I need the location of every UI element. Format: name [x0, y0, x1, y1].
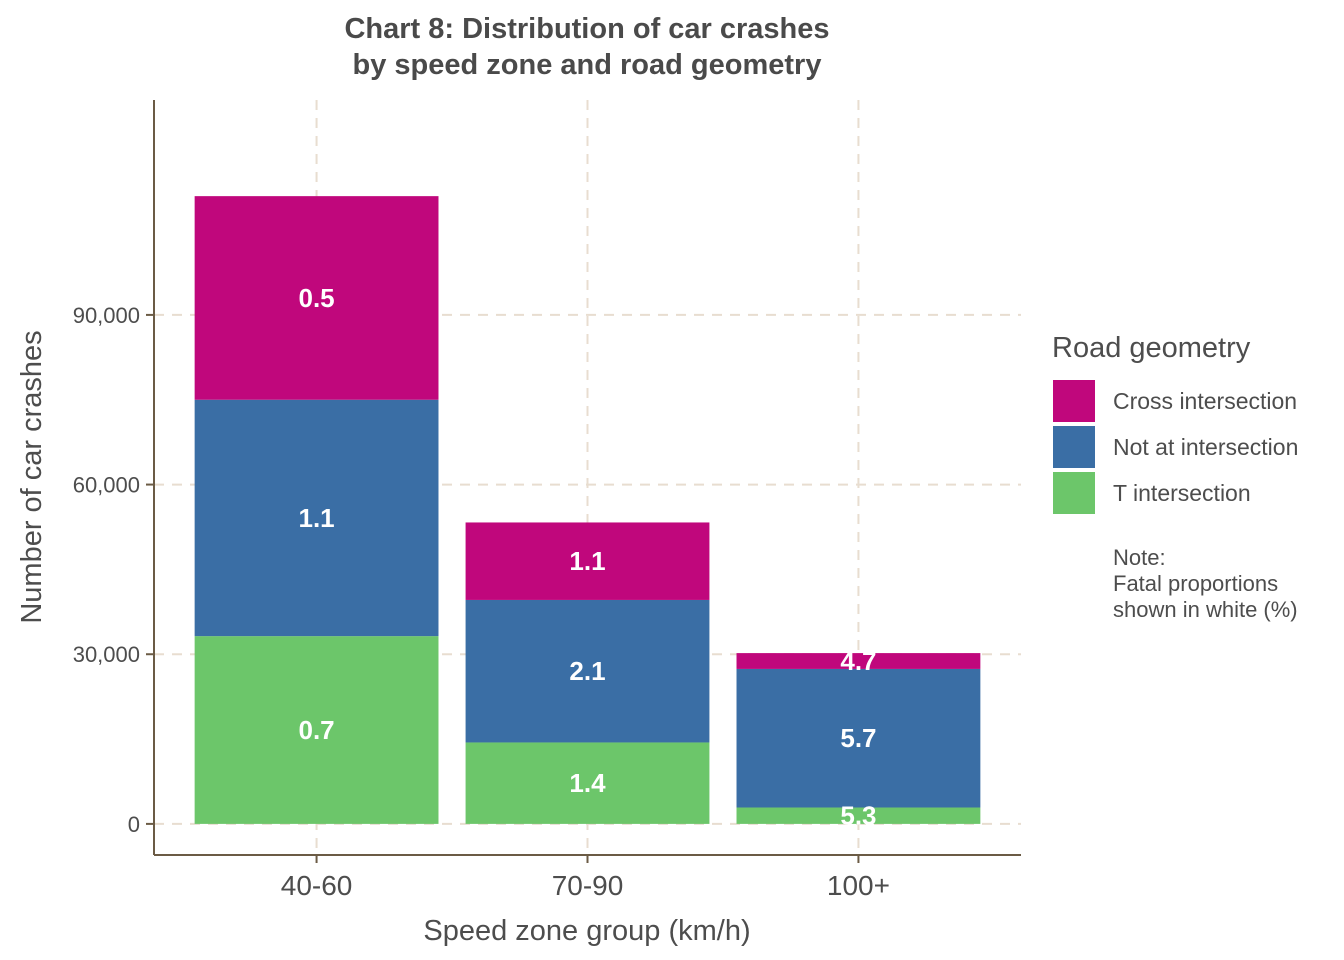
x-axis-title: Speed zone group (km/h) — [423, 915, 750, 947]
x-axis-ticks: 40-60 70-90 100+ — [281, 855, 890, 901]
bar-70-90-segment-1 — [465, 599, 710, 743]
y-tick-label-1: 30,000 — [73, 642, 140, 667]
bar-70-90-segment-2 — [465, 522, 710, 600]
y-axis-title: Number of car crashes — [16, 330, 48, 623]
bar-100+-segment-1 — [736, 668, 981, 808]
bar-label-40-60-segment-0: 0.7 — [298, 715, 334, 745]
bar-label-70-90-segment-1: 2.1 — [569, 656, 605, 686]
bar-label-100+-segment-0: 5.3 — [840, 801, 876, 831]
legend-note-line-3: shown in white (%) — [1113, 597, 1298, 622]
legend-swatch-1 — [1053, 426, 1095, 468]
legend: Road geometry Cross intersection Not at i… — [1052, 332, 1298, 622]
x-tick-label-0: 40-60 — [281, 870, 353, 901]
legend-note-line-2: Fatal proportions — [1113, 571, 1278, 596]
y-tick-label-0: 0 — [128, 812, 140, 837]
chart-title-line-1: Chart 8: Distribution of car crashes — [344, 13, 829, 45]
bar-100+-segment-2 — [736, 653, 981, 669]
legend-swatch-0 — [1053, 380, 1095, 422]
bar-label-70-90-segment-0: 1.4 — [569, 768, 606, 798]
bar-label-40-60-segment-1: 1.1 — [298, 503, 334, 533]
bars — [194, 196, 981, 824]
bar-labels: 0.7 1.1 0.5 1.4 2.1 1.1 5.3 5.7 4.7 — [298, 283, 876, 831]
legend-label-2: T intersection — [1113, 480, 1251, 506]
bar-40-60-segment-2 — [194, 196, 439, 400]
bar-70-90-segment-0 — [465, 742, 710, 824]
legend-title: Road geometry — [1052, 332, 1251, 364]
legend-label-1: Not at intersection — [1113, 434, 1298, 460]
x-tick-label-2: 100+ — [827, 870, 890, 901]
legend-note-line-1: Note: — [1113, 545, 1166, 570]
chart-title-line-2: by speed zone and road geometry — [353, 49, 822, 81]
y-axis-ticks: 0 30,000 60,000 90,000 — [73, 303, 154, 837]
y-tick-label-2: 60,000 — [73, 473, 140, 498]
bar-label-100+-segment-1: 5.7 — [840, 723, 876, 753]
legend-label-0: Cross intersection — [1113, 388, 1297, 414]
bar-label-70-90-segment-2: 1.1 — [569, 546, 605, 576]
bar-40-60-segment-1 — [194, 399, 439, 637]
bar-100+-segment-0 — [736, 807, 981, 824]
legend-swatch-2 — [1053, 472, 1095, 514]
x-tick-label-1: 70-90 — [552, 870, 624, 901]
legend-items: Cross intersection Not at intersection T i… — [1053, 380, 1298, 514]
y-tick-label-3: 90,000 — [73, 303, 140, 328]
bar-40-60-segment-0 — [194, 636, 439, 824]
bar-label-40-60-segment-2: 0.5 — [298, 283, 334, 313]
bar-label-100+-segment-2: 4.7 — [840, 646, 876, 676]
